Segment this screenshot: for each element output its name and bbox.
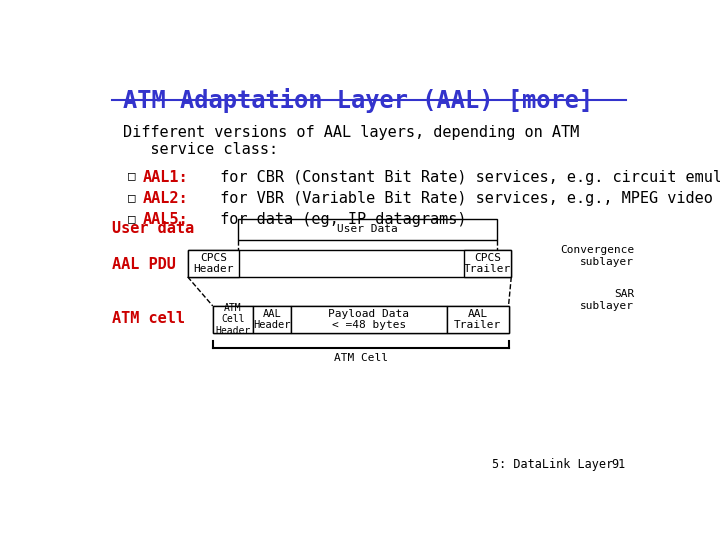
Text: Convergence
sublayer: Convergence sublayer [560, 245, 634, 267]
Text: 91: 91 [611, 458, 626, 471]
FancyBboxPatch shape [213, 306, 253, 333]
Text: □: □ [128, 170, 135, 183]
Text: ATM Cell: ATM Cell [333, 353, 387, 363]
Text: AAL
Header: AAL Header [253, 309, 291, 330]
Text: Different versions of AAL layers, depending on ATM
   service class:: Different versions of AAL layers, depend… [124, 125, 580, 158]
Text: □: □ [128, 212, 135, 225]
FancyBboxPatch shape [238, 219, 498, 240]
FancyBboxPatch shape [291, 306, 447, 333]
FancyBboxPatch shape [253, 306, 291, 333]
Text: CPCS
Trailer: CPCS Trailer [464, 253, 511, 274]
Text: User Data: User Data [337, 225, 398, 234]
Text: ATM Adaptation Layer (AAL) [more]: ATM Adaptation Layer (AAL) [more] [124, 87, 594, 113]
Text: SAR
sublayer: SAR sublayer [580, 289, 634, 310]
Text: □: □ [128, 191, 135, 204]
Text: for CBR (Constant Bit Rate) services, e.g. circuit emulation: for CBR (Constant Bit Rate) services, e.… [211, 170, 720, 185]
Text: ATM cell: ATM cell [112, 311, 185, 326]
Text: CPCS
Header: CPCS Header [193, 253, 233, 274]
FancyBboxPatch shape [464, 250, 511, 277]
FancyBboxPatch shape [188, 250, 239, 277]
Text: AAL
Trailer: AAL Trailer [454, 309, 501, 330]
FancyBboxPatch shape [213, 306, 508, 333]
Text: for data (eg, IP datagrams): for data (eg, IP datagrams) [211, 212, 467, 227]
FancyBboxPatch shape [447, 306, 508, 333]
FancyBboxPatch shape [188, 250, 511, 277]
Text: 5: DataLink Layer: 5: DataLink Layer [492, 458, 613, 471]
Text: AAL PDU: AAL PDU [112, 257, 176, 272]
Text: AAL1:: AAL1: [143, 170, 189, 185]
Text: for VBR (Variable Bit Rate) services, e.g., MPEG video: for VBR (Variable Bit Rate) services, e.… [211, 191, 713, 206]
Text: User data: User data [112, 221, 194, 235]
Text: Payload Data
< =48 bytes: Payload Data < =48 bytes [328, 309, 410, 330]
Text: AAL2:: AAL2: [143, 191, 189, 206]
Text: AAL5:: AAL5: [143, 212, 189, 227]
Text: ATM
Cell
Header: ATM Cell Header [215, 303, 251, 336]
